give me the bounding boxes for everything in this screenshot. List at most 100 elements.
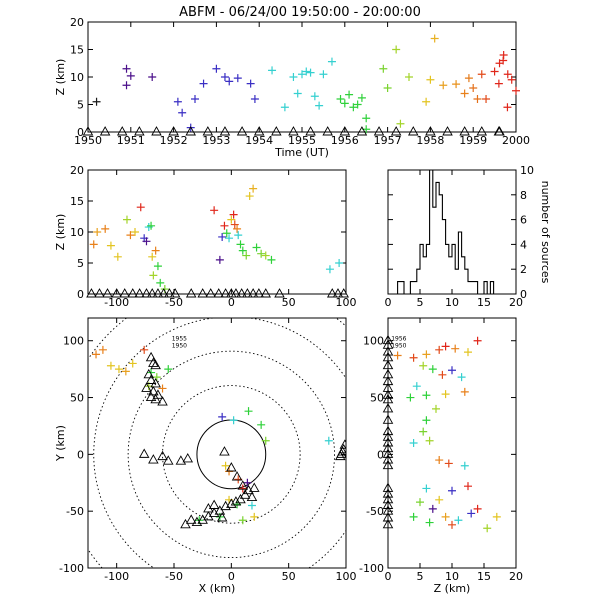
source-point [448,366,456,375]
station-triangle [382,359,394,370]
x-axis-label: X (km) [199,582,236,595]
source-point [121,367,130,376]
source-point [261,251,270,260]
source-point [199,79,208,88]
source-point [406,393,415,402]
source-point [409,512,418,521]
source-point [142,237,151,246]
y-tick-label: 100 [363,335,384,348]
station-triangle [382,482,394,492]
source-point [379,64,388,73]
station-triangle [150,359,161,370]
station-triangle [246,491,258,501]
x-tick-label: 10 [445,296,459,309]
station-triangle [214,505,226,515]
source-point [422,350,431,359]
station-triangle [382,414,394,424]
x-tick-label: 15 [477,296,491,309]
range-ring [162,385,301,524]
y-tick-label: 100 [63,335,84,348]
source-point [215,255,224,264]
source-point [393,351,402,360]
plot-frame [87,169,347,295]
y-tick-label: 10 [70,226,84,239]
source-point [93,228,102,236]
station-triangle [203,510,214,521]
station-triangle [185,288,197,298]
station-triangle [102,288,113,298]
station-triangle [138,448,150,458]
station-triangle [208,507,220,517]
station-triangle [236,126,248,136]
figure-title: ABFM - 06/24/00 19:50:00 - 20:00:00 [179,5,421,20]
station-triangle [382,442,394,453]
station-triangle [99,126,111,136]
station-triangle [253,126,265,136]
source-point [92,350,101,359]
source-point [419,361,428,370]
y-tick-label: 6 [520,214,527,227]
station-triangle [408,126,419,136]
source-point [302,67,311,76]
source-point [178,108,187,117]
source-point [114,365,123,374]
station-triangle [382,339,394,349]
source-point [245,192,254,201]
station-triangle [219,446,230,456]
source-point [438,370,447,379]
x-tick-label: 0 [385,296,392,309]
station-triangle [382,454,394,464]
y-tick-label: 2 [520,263,527,276]
y-axis-label: Z (km) [54,59,67,96]
plot-frame [87,317,347,569]
station-triangle [239,489,251,499]
station-triangle [305,126,316,136]
station-triangle [226,498,237,508]
source-point [106,361,115,370]
station-triangle [230,496,242,506]
source-point [250,512,259,521]
histogram-step-line [388,169,516,295]
station-triangle [146,288,158,298]
source-point [435,345,444,354]
x-tick-label: 100 [336,296,357,309]
source-point [477,70,486,79]
source-point [222,229,231,238]
station-triangle [197,514,208,524]
station-triangle [274,288,285,298]
station-triangle [116,126,128,136]
source-point [507,75,516,84]
source-point [238,516,247,525]
source-point [113,252,122,261]
source-point [494,79,503,88]
source-point [122,81,131,90]
station-triangle [459,126,470,136]
x-tick-label: 1958 [416,134,444,147]
x-tick-label: 20 [509,570,523,583]
station-triangle [119,288,130,298]
source-point [362,114,371,123]
station-triangle [175,455,187,465]
station-triangle [185,514,197,524]
source-point [425,518,434,527]
station-triangle [373,126,385,136]
station-triangle [425,126,436,136]
x-tick-label: -100 [104,296,129,309]
source-point [310,92,319,101]
source-point [435,456,444,465]
source-point [173,97,182,106]
source-point [220,221,229,230]
source-point [238,246,247,255]
source-point [98,345,107,354]
source-point [392,45,401,54]
source-point [89,240,98,249]
station-triangle [260,288,272,298]
station-triangle [382,402,394,413]
station-triangle [248,482,260,492]
x-tick-label: 0 [385,570,392,583]
station-triangle [134,126,145,136]
station-triangle [111,288,122,298]
station-triangle [197,288,208,298]
source-point [268,66,277,75]
chart-x-height: -100 -50 0 50 100 0 5 10 15 20 Z (km) [54,164,357,309]
